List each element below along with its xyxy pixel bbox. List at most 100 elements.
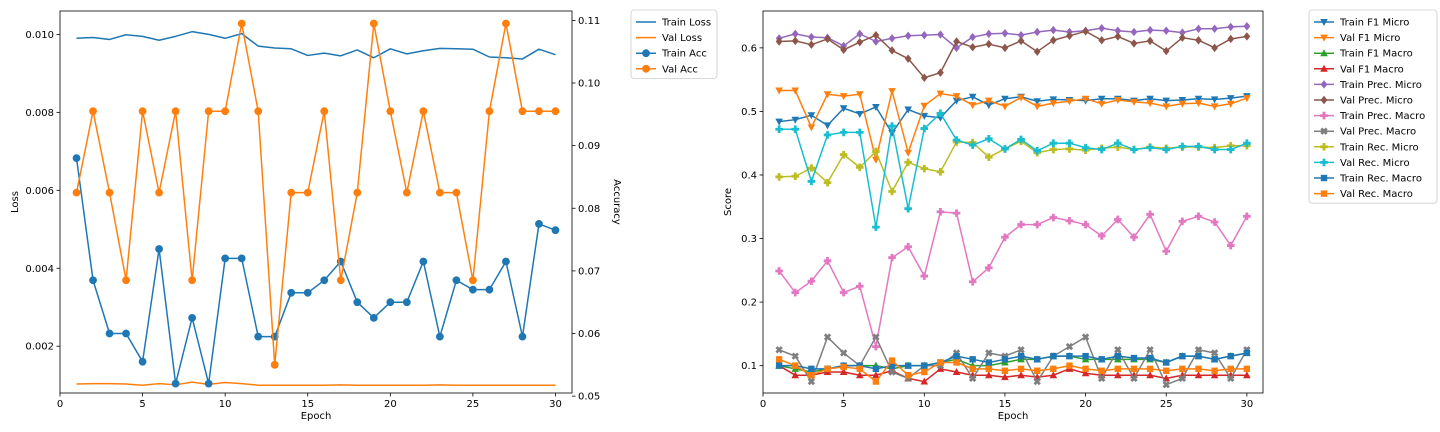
- x-tick-label: 30: [549, 399, 562, 410]
- legend-swatch-marker: [1320, 64, 1328, 72]
- series-val-prec-macro-point: [775, 346, 783, 354]
- series-val-acc-point: [320, 107, 329, 116]
- series-val-loss-line: [76, 381, 556, 386]
- legend-entry: Val F1 Macro: [1314, 64, 1404, 75]
- series-train-rec-macro-point: [775, 362, 783, 369]
- series-val-prec-macro-point-shape: [839, 349, 848, 357]
- series-val-prec-macro-point-shape: [807, 377, 816, 386]
- series-val-rec-macro-point: [921, 368, 928, 376]
- series-val-f1-macro-point: [1194, 371, 1203, 379]
- series-val-acc-point: [452, 188, 461, 197]
- series-val-f1-micro-point: [1194, 100, 1203, 108]
- series-val-f1-macro-point: [936, 364, 945, 372]
- y2-tick-label: 0.05: [578, 392, 600, 403]
- series-train-prec-macro-point: [1033, 220, 1041, 229]
- series-val-rec-macro-point: [1195, 365, 1202, 373]
- series-train-prec-micro-point: [969, 32, 977, 42]
- series-val-acc-point: [89, 107, 97, 116]
- series-val-prec-micro-point: [840, 45, 848, 54]
- series-train-prec-micro-point: [937, 30, 944, 39]
- series-train-acc-point: [237, 254, 246, 263]
- series-val-rec-macro-point: [1017, 365, 1025, 373]
- legend-box: [1308, 9, 1438, 204]
- legend-entry: Train Rec. Macro: [1314, 174, 1422, 185]
- series-train-f1-micro-point: [872, 103, 880, 111]
- series-val-prec-micro-point: [1178, 33, 1186, 42]
- y-tick-label: 0.4: [741, 170, 757, 181]
- series-train-prec-macro-point: [1065, 216, 1074, 225]
- legend-swatch-marker: [1320, 19, 1328, 26]
- series-train-rec-micro-point: [839, 150, 848, 159]
- series-val-rec-micro-point: [904, 204, 912, 213]
- legend-swatch-marker: [1320, 174, 1328, 182]
- series-val-prec-macro-point-shape: [872, 333, 880, 341]
- series-val-rec-micro-point: [839, 128, 848, 137]
- y2-tick-label: 0.07: [578, 266, 600, 277]
- series-train-acc-point: [303, 288, 312, 297]
- series-train-acc-point: [155, 245, 163, 253]
- x-tick-label: 15: [301, 399, 314, 410]
- series-train-acc-point: [221, 254, 230, 263]
- x-tick-label: 10: [219, 399, 232, 410]
- series-val-prec-micro-point: [1017, 36, 1025, 46]
- series-val-acc-point: [303, 188, 312, 197]
- series-val-prec-micro-point: [1243, 32, 1251, 41]
- series-val-rec-macro-point: [824, 365, 831, 373]
- series-val-f1-micro-point: [1097, 100, 1106, 108]
- series-train-prec-macro-point: [985, 263, 993, 272]
- series-train-rec-macro-point: [888, 362, 896, 369]
- series-val-rec-micro-point: [1194, 142, 1203, 151]
- series-val-rec-micro-point: [1210, 145, 1219, 154]
- x-tick-label: 0: [760, 399, 766, 410]
- series-train-acc-point: [105, 329, 114, 338]
- series-train-prec-micro: [775, 22, 1251, 53]
- series-train-f1-micro-point: [985, 102, 993, 110]
- series-val-rec-macro-point: [969, 365, 976, 373]
- series-val-rec-macro-point: [904, 372, 912, 379]
- series-val-prec-macro-point: [969, 374, 977, 383]
- series-val-prec-macro-point-shape: [969, 374, 977, 383]
- series-train-rec-macro-point: [1017, 352, 1025, 360]
- series-train-prec-macro-point: [1162, 247, 1171, 256]
- series-val-f1-macro-point: [985, 371, 993, 379]
- series-train-rec-macro-point: [1001, 356, 1009, 363]
- series-val-acc-point: [188, 276, 197, 285]
- series-train-prec-macro-point: [823, 256, 832, 265]
- series-val-rec-micro-point: [823, 131, 832, 139]
- series-val-rec-macro-point: [1243, 365, 1251, 373]
- x-tick-label: 5: [840, 399, 846, 410]
- series-val-rec-macro-point: [792, 362, 799, 369]
- series-val-prec-macro-point: [1178, 374, 1187, 383]
- series-train-prec-macro-point: [1130, 233, 1138, 242]
- series-val-rec-micro-point: [775, 125, 783, 134]
- series-val-prec-macro-point: [839, 349, 848, 357]
- series-val-acc-point: [502, 19, 510, 28]
- series-val-prec-micro-point: [1098, 36, 1106, 45]
- legend-swatch-marker-shape: [1320, 127, 1328, 135]
- series-train-rec-micro-point: [872, 147, 880, 156]
- series-val-prec-micro-point: [1114, 32, 1122, 41]
- series-train-prec-macro-point: [1049, 213, 1058, 222]
- series-val-prec-macro-point-shape: [791, 352, 799, 360]
- series-val-prec-macro-point-shape: [1065, 342, 1074, 351]
- series-train-f1-micro-point: [1001, 95, 1009, 103]
- legend-label: Train Rec. Macro: [1339, 174, 1422, 185]
- series-train-f1-micro-point: [1146, 95, 1154, 103]
- series-train-f1-micro-point: [952, 97, 961, 105]
- series-val-acc-point: [353, 188, 362, 197]
- series-val-prec-micro-point: [969, 43, 977, 52]
- series-val-rec-micro-point: [1017, 135, 1025, 144]
- series-val-prec-micro-point: [872, 30, 880, 40]
- y-axis-label: Loss: [10, 191, 21, 213]
- series-train-rec-micro-point: [1065, 145, 1074, 153]
- series-val-prec-macro-point-shape: [1162, 381, 1170, 389]
- series-train-acc-point: [72, 154, 81, 163]
- y2-tick-label: 0.11: [578, 16, 600, 27]
- series-val-rec-macro-point: [985, 365, 993, 373]
- series-val-prec-micro-point: [856, 37, 864, 47]
- series-train-prec-micro-point: [985, 29, 993, 39]
- series-val-rec-macro-point: [1066, 362, 1073, 369]
- series-train-loss: [76, 30, 556, 60]
- series-val-acc-point: [138, 107, 147, 116]
